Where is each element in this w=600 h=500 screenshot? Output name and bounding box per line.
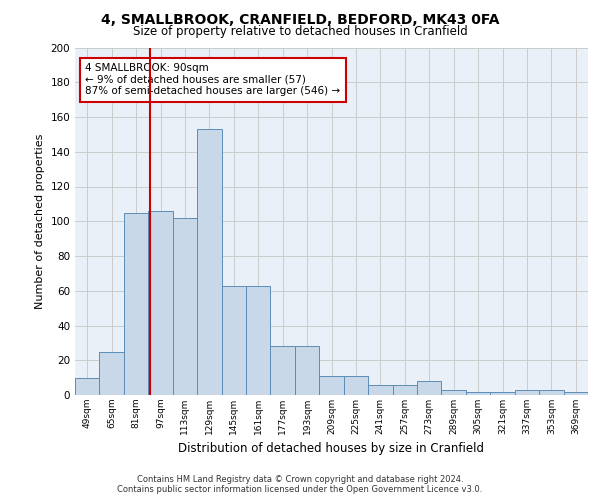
Bar (563, 392, 588, 395)
Bar (271, 346, 295, 395)
Bar (539, 390, 563, 395)
Bar (75, 378, 100, 395)
Bar (148, 211, 173, 395)
Y-axis label: Number of detached properties: Number of detached properties (35, 134, 45, 309)
Bar (344, 376, 368, 395)
Text: Contains public sector information licensed under the Open Government Licence v3: Contains public sector information licen… (118, 485, 482, 494)
Bar (392, 384, 417, 395)
Bar (221, 286, 246, 395)
Bar (197, 129, 221, 395)
Text: Contains HM Land Registry data © Crown copyright and database right 2024.: Contains HM Land Registry data © Crown c… (137, 475, 463, 484)
Bar (124, 212, 148, 395)
X-axis label: Distribution of detached houses by size in Cranfield: Distribution of detached houses by size … (179, 442, 485, 456)
Bar (319, 376, 344, 395)
Text: 4, SMALLBROOK, CRANFIELD, BEDFORD, MK43 0FA: 4, SMALLBROOK, CRANFIELD, BEDFORD, MK43 … (101, 12, 499, 26)
Bar (368, 384, 392, 395)
Bar (246, 286, 271, 395)
Bar (100, 352, 124, 395)
Text: 4 SMALLBROOK: 90sqm
← 9% of detached houses are smaller (57)
87% of semi-detache: 4 SMALLBROOK: 90sqm ← 9% of detached hou… (85, 63, 340, 96)
Text: Size of property relative to detached houses in Cranfield: Size of property relative to detached ho… (133, 25, 467, 38)
Bar (295, 346, 319, 395)
Bar (515, 390, 539, 395)
Bar (417, 381, 442, 395)
Bar (490, 392, 515, 395)
Bar (442, 390, 466, 395)
Bar (466, 392, 490, 395)
Bar (173, 218, 197, 395)
